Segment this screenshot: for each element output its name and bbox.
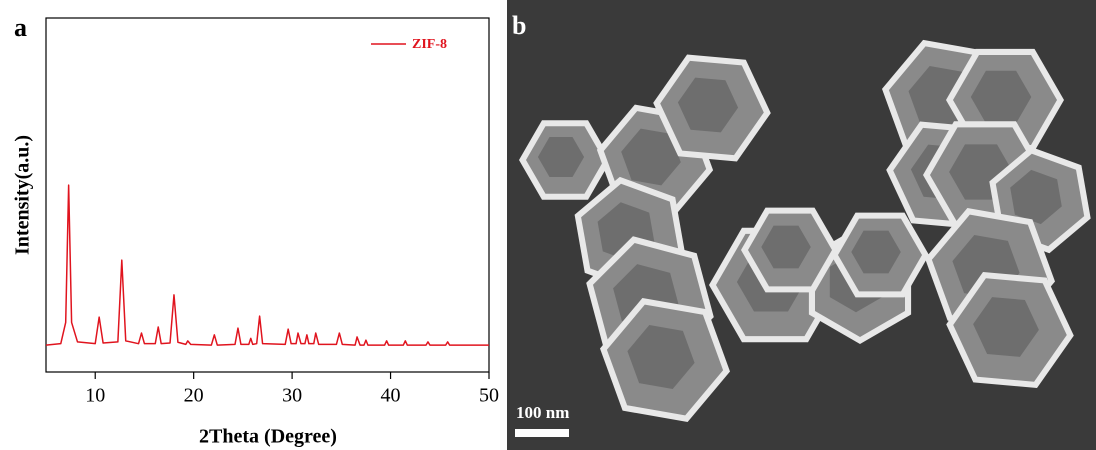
x-tick-label: 10 <box>85 385 105 407</box>
panel-label: a <box>14 13 27 42</box>
scale-bar <box>515 429 569 437</box>
data-line <box>46 185 489 345</box>
x-tick-label: 40 <box>381 385 401 407</box>
x-axis-label: 2Theta (Degree) <box>199 426 337 448</box>
plot-frame <box>46 18 489 372</box>
panel-label: b <box>512 11 526 40</box>
y-axis-label: Intensity(a.u.) <box>12 135 34 255</box>
x-tick-label: 20 <box>184 385 204 407</box>
x-tick-label: 30 <box>282 385 302 407</box>
x-tick-label: 50 <box>479 385 499 407</box>
figure: a 2Theta (Degree) Intensity(a.u.) 100 nm… <box>0 0 1096 450</box>
scale-bar-label: 100 nm <box>516 403 569 422</box>
legend-label: ZIF-8 <box>412 37 447 52</box>
sem-image <box>507 0 1096 450</box>
